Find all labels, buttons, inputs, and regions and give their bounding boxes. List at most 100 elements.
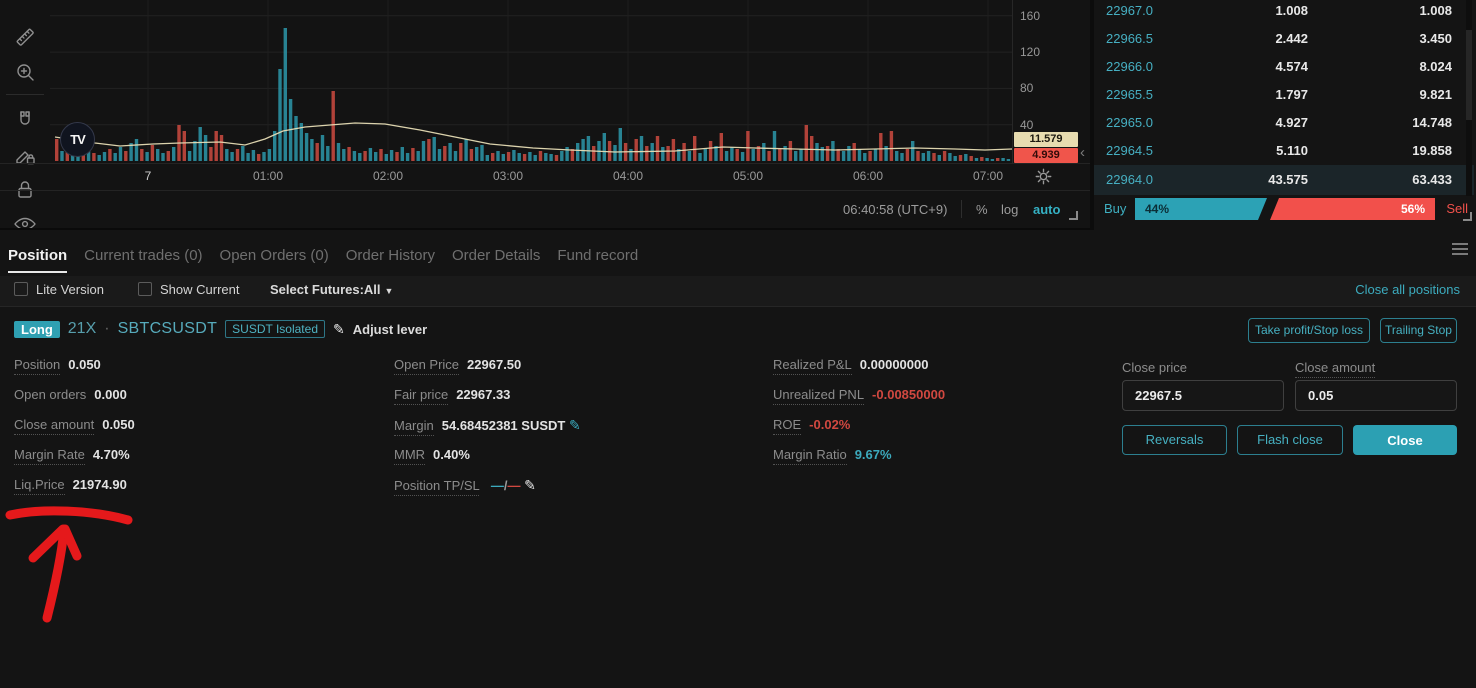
footer-divider — [961, 200, 962, 218]
collapse-orderbook-icon[interactable]: ‹ — [1080, 144, 1085, 161]
x-axis-tick: 05:00 — [732, 169, 764, 183]
x-axis-tick: 03:00 — [492, 169, 524, 183]
x-axis-tick: 04:00 — [612, 169, 644, 183]
close-price-input[interactable] — [1122, 380, 1284, 411]
magnet-icon[interactable] — [13, 108, 37, 132]
orderbook-row[interactable]: 22965.5 1.797 9.821 — [1094, 81, 1474, 109]
bid-total: 63.433 — [1412, 172, 1452, 187]
side-badge: Long — [14, 320, 60, 338]
symbol-name: SBTCSUSDT — [117, 320, 218, 337]
margin-ratio-field: Margin Ratio 9.67% — [773, 447, 892, 465]
lite-version-checkbox[interactable] — [14, 282, 28, 296]
orderbook-row[interactable]: 22966.5 2.442 3.450 — [1094, 25, 1474, 53]
realized-pnl-field: Realized P&L 0.00000000 — [773, 357, 928, 375]
x-axis-tick: 7 — [144, 169, 152, 183]
buy-label: Buy — [1104, 201, 1127, 216]
close-amount-input[interactable] — [1295, 380, 1457, 411]
log-scale-button[interactable]: log — [1001, 202, 1019, 217]
show-current-label: Show Current — [160, 282, 240, 297]
bid-amount: 1.797 — [1275, 87, 1308, 102]
sell-label: Sell — [1446, 201, 1468, 216]
percent-scale-button[interactable]: % — [976, 202, 988, 217]
margin-rate-field: Margin Rate 4.70% — [14, 447, 130, 465]
chart-section: 160 120 80 40 11.579 4.939 TV ‹ 7 01:00 … — [0, 0, 1090, 230]
tab-current-trades[interactable]: Current trades (0) — [84, 246, 203, 264]
open-orders-field: Open orders 0.000 — [14, 387, 127, 402]
close-button[interactable]: Close — [1353, 425, 1457, 455]
y-axis-tick: 40 — [1020, 118, 1034, 132]
filter-row: Lite Version Show Current Select Futures… — [0, 276, 1476, 307]
resize-corner-icon[interactable] — [1069, 211, 1078, 220]
bid-amount: 43.575 — [1268, 172, 1308, 187]
bid-total: 14.748 — [1412, 115, 1452, 130]
red-arrow-annotation — [5, 506, 133, 623]
ruler-icon[interactable] — [13, 25, 37, 49]
leverage-value: 21X — [67, 320, 97, 337]
bid-price: 22965.0 — [1106, 115, 1153, 130]
bid-total: 3.450 — [1419, 31, 1452, 46]
tradingview-logo: TV — [60, 122, 95, 157]
orderbook-scrollbar[interactable] — [1466, 0, 1472, 196]
bottom-tabs: Position Current trades (0) Open Orders … — [0, 238, 1476, 273]
fair-price-field: Fair price 22967.33 — [394, 387, 510, 405]
separator-dot: · — [104, 320, 110, 337]
ma-value-tag: 11.579 — [1014, 132, 1078, 147]
orderbook-row[interactable]: 22967.0 1.008 1.008 — [1094, 0, 1474, 25]
take-profit-stop-loss-button[interactable]: Take profit/Stop loss — [1248, 318, 1370, 343]
orderbook-row[interactable]: 22966.0 4.574 8.024 — [1094, 53, 1474, 81]
tab-order-details[interactable]: Order Details — [451, 246, 541, 264]
edit-margin-icon[interactable]: ✎ — [568, 417, 581, 433]
show-current-checkbox[interactable] — [138, 282, 152, 296]
x-axis-tick: 01:00 — [252, 169, 284, 183]
toolbar-divider — [6, 94, 44, 95]
bid-amount: 4.927 — [1275, 115, 1308, 130]
bid-amount: 2.442 — [1275, 31, 1308, 46]
close-all-positions-link[interactable]: Close all positions — [1355, 282, 1460, 297]
eye-icon[interactable] — [13, 212, 37, 228]
buy-ratio-segment: 44% — [1135, 198, 1267, 220]
lock-icon[interactable] — [13, 178, 37, 202]
reversals-button[interactable]: Reversals — [1122, 425, 1227, 455]
roe-field: ROE -0.02% — [773, 417, 850, 435]
tab-order-history[interactable]: Order History — [345, 246, 435, 264]
zoom-in-icon[interactable] — [13, 60, 37, 84]
volume-chart[interactable] — [50, 0, 1090, 163]
edit-tpsl-icon[interactable]: ✎ — [524, 477, 536, 493]
last-volume-tag: 4.939 — [1014, 148, 1078, 163]
close-amount-field: Close amount 0.050 — [14, 417, 135, 435]
chevron-down-icon: ▼ — [384, 286, 394, 296]
bid-price: 22964.0 — [1106, 172, 1153, 187]
orderbook-row[interactable]: 22964.5 5.110 19.858 — [1094, 137, 1474, 165]
chart-settings-gear-icon[interactable] — [1035, 168, 1052, 185]
y-axis-tick: 120 — [1020, 45, 1041, 59]
close-price-label: Close price — [1122, 360, 1188, 375]
margin-field: Margin 54.68452381 SUSDT ✎ — [394, 417, 581, 436]
tab-open-orders[interactable]: Open Orders (0) — [219, 246, 329, 264]
orderbook-panel: 22967.0 1.008 1.008 22966.5 2.442 3.450 … — [1090, 0, 1476, 230]
adjust-lever-button[interactable]: Adjust lever — [352, 321, 428, 337]
flash-close-button[interactable]: Flash close — [1237, 425, 1343, 455]
tab-fund-record[interactable]: Fund record — [557, 246, 639, 264]
orderbook-row-best-bid[interactable]: 22964.0 43.575 63.433 — [1094, 165, 1474, 195]
mmr-field: MMR 0.40% — [394, 447, 470, 465]
y-axis-tick: 160 — [1020, 9, 1041, 23]
y-axis-tick: 80 — [1020, 81, 1034, 95]
select-futures-dropdown[interactable]: Select Futures:All ▼ — [270, 282, 394, 297]
trailing-stop-button[interactable]: Trailing Stop — [1380, 318, 1457, 343]
scrollbar-thumb[interactable] — [1466, 30, 1472, 120]
sell-ratio-segment: 56% — [1270, 198, 1435, 220]
bid-total: 19.858 — [1412, 143, 1452, 158]
bid-total: 1.008 — [1419, 3, 1452, 18]
price-axis-line — [1012, 0, 1013, 163]
tabs-menu-icon[interactable] — [1452, 243, 1468, 255]
tab-position[interactable]: Position — [8, 246, 68, 273]
liq-price-field: Liq.Price 21974.90 — [14, 477, 127, 495]
resize-corner-icon[interactable] — [1463, 212, 1472, 221]
margin-mode-chip: SUSDT Isolated — [225, 320, 325, 338]
auto-scale-button[interactable]: auto — [1033, 202, 1061, 217]
time-axis-separator — [0, 163, 1090, 164]
orderbook-row[interactable]: 22965.0 4.927 14.748 — [1094, 109, 1474, 137]
bid-amount: 4.574 — [1275, 59, 1308, 74]
bid-price: 22965.5 — [1106, 87, 1153, 102]
edit-pencil-icon[interactable]: ✎ — [333, 320, 345, 337]
